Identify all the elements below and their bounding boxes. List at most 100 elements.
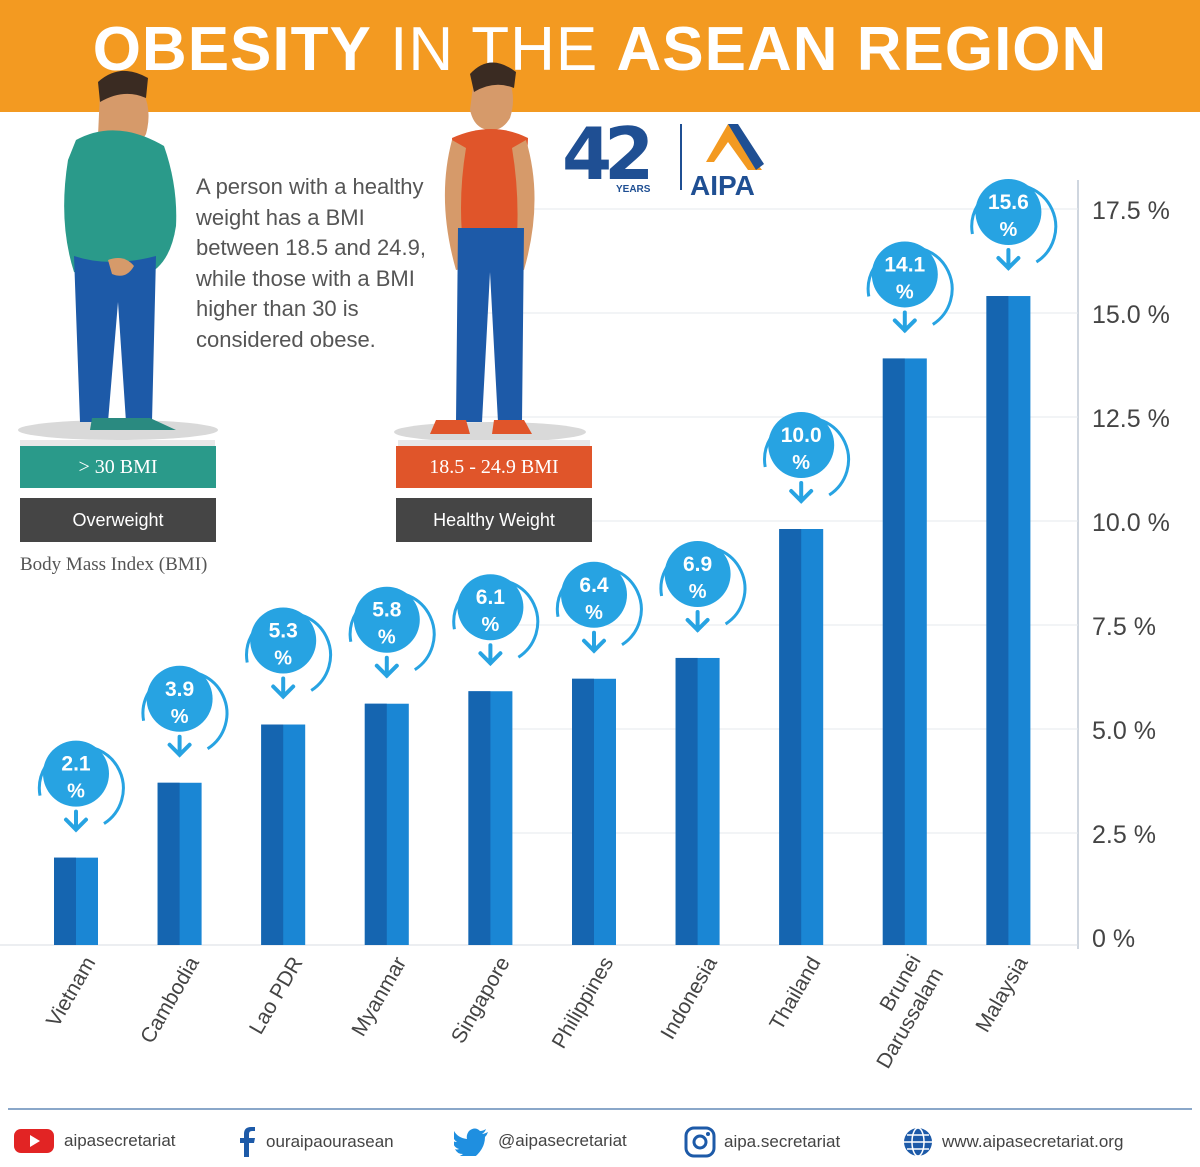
bar-shade — [572, 678, 594, 945]
category-label: Indonesia — [656, 953, 722, 1044]
value-unit: % — [171, 706, 189, 728]
aipa-wordmark: AIPA — [690, 170, 755, 201]
category-label-text: Singapore — [447, 953, 515, 1047]
category-label-text: Cambodia — [136, 953, 204, 1048]
y-tick-label: 0 % — [1092, 925, 1135, 953]
value-badge — [871, 241, 938, 308]
value-label: 10.0 — [781, 424, 822, 447]
value-badge — [353, 586, 420, 653]
category-label-text: Malaysia — [971, 953, 1033, 1037]
badge-arrow — [167, 734, 192, 758]
value-badge — [457, 574, 524, 641]
category-label: Singapore — [447, 953, 515, 1047]
category-label-text: Indonesia — [656, 953, 722, 1044]
facebook-link[interactable]: ouraipaourasean — [236, 1126, 394, 1158]
category-label: Philippines — [548, 953, 619, 1052]
category-label-text: Myanmar — [347, 953, 411, 1040]
category-label-text: Vietnam — [42, 953, 100, 1031]
y-tick-label: 15.0 % — [1092, 301, 1170, 329]
value-label: 3.9 — [165, 678, 194, 701]
value-label: 5.3 — [269, 620, 298, 643]
value-label: 2.1 — [61, 753, 91, 776]
y-tick-label: 5.0 % — [1092, 717, 1156, 745]
value-unit: % — [792, 452, 810, 474]
bmi-note: A person with a healthy weight has a BMI… — [196, 174, 426, 352]
youtube-handle: aipasecretariat — [64, 1131, 176, 1150]
value-label: 15.6 — [988, 191, 1029, 214]
footer-divider — [8, 1108, 1192, 1110]
footer: aipasecretariat ouraipaourasean @aipasec… — [0, 1118, 1200, 1158]
y-tick-label: 2.5 % — [1092, 821, 1156, 849]
value-unit: % — [378, 627, 396, 649]
anniversary-number: 42 — [562, 112, 654, 196]
badge-arrow — [271, 676, 296, 700]
overweight-person-illustration — [18, 70, 218, 448]
healthy-label: Healthy Weight — [396, 498, 592, 542]
y-tick-label: 10.0 % — [1092, 509, 1170, 537]
bar-shade — [779, 529, 802, 945]
value-label: 6.4 — [579, 574, 609, 597]
category-label-text: Lao PDR — [245, 953, 308, 1038]
value-unit: % — [274, 648, 292, 670]
facebook-icon — [240, 1127, 255, 1157]
title-banner — [0, 0, 1200, 112]
value-badge — [561, 561, 627, 628]
bar-shade — [364, 703, 387, 945]
anniversary-years-label: YEARS — [616, 184, 651, 195]
youtube-link[interactable]: aipasecretariat — [12, 1126, 176, 1156]
instagram-link[interactable]: aipa.secretariat — [684, 1126, 840, 1158]
value-badge — [43, 740, 109, 807]
badge-arrow — [996, 248, 1021, 271]
badge-arrow — [478, 643, 503, 667]
value-badge — [768, 412, 835, 478]
badge-arrow — [789, 481, 814, 504]
value-unit: % — [585, 602, 603, 624]
twitter-link[interactable]: @aipasecretariat — [454, 1126, 627, 1156]
category-label: Vietnam — [42, 953, 100, 1031]
title-part-1: OBESITY — [92, 15, 372, 84]
y-tick-label: 17.5 % — [1092, 197, 1170, 225]
logo-separator — [680, 124, 682, 190]
y-tick-label: 12.5 % — [1092, 405, 1170, 433]
value-unit: % — [67, 781, 85, 803]
value-unit: % — [482, 614, 500, 636]
badge-arrow — [892, 310, 917, 334]
value-unit: % — [1000, 219, 1018, 241]
badge-arrow — [685, 609, 710, 633]
badge-arrow — [64, 809, 88, 833]
healthy-person-illustration — [394, 62, 590, 448]
website-url: www.aipasecretariat.org — [942, 1132, 1124, 1151]
bar-shade — [675, 657, 698, 945]
value-unit: % — [689, 581, 707, 603]
youtube-icon — [14, 1129, 54, 1153]
badge-arrow — [374, 655, 399, 679]
bar-shade — [468, 691, 491, 945]
bar-shade — [261, 724, 284, 945]
healthy-bmi-tag: 18.5 - 24.9 BMI — [396, 446, 592, 488]
value-label: 6.1 — [476, 586, 506, 609]
category-label: Thailand — [765, 953, 825, 1034]
twitter-handle: @aipasecretariat — [498, 1131, 627, 1150]
value-unit: % — [896, 281, 914, 303]
value-label: 14.1 — [884, 253, 925, 276]
category-label: Lao PDR — [245, 953, 308, 1038]
title-part-3: ASEAN REGION — [616, 15, 1108, 84]
value-badge — [664, 540, 731, 607]
bmi-caption: Body Mass Index (BMI) — [20, 554, 208, 575]
facebook-handle: ouraipaourasean — [266, 1132, 394, 1151]
value-badge — [146, 665, 213, 732]
bar-shade — [882, 358, 905, 945]
value-badge — [975, 179, 1042, 246]
bar-shade — [54, 857, 76, 945]
bar-shade — [157, 782, 180, 945]
value-label: 6.9 — [683, 553, 712, 576]
page-title: OBESITY IN THE ASEAN REGION — [0, 14, 1200, 85]
category-label: Malaysia — [971, 953, 1033, 1037]
y-tick-label: 7.5 % — [1092, 613, 1156, 641]
website-link[interactable]: www.aipasecretariat.org — [902, 1126, 1123, 1158]
category-label: Cambodia — [136, 953, 204, 1048]
globe-icon — [904, 1127, 932, 1157]
aipa-logo: 42 YEARS AIPA — [562, 112, 802, 201]
